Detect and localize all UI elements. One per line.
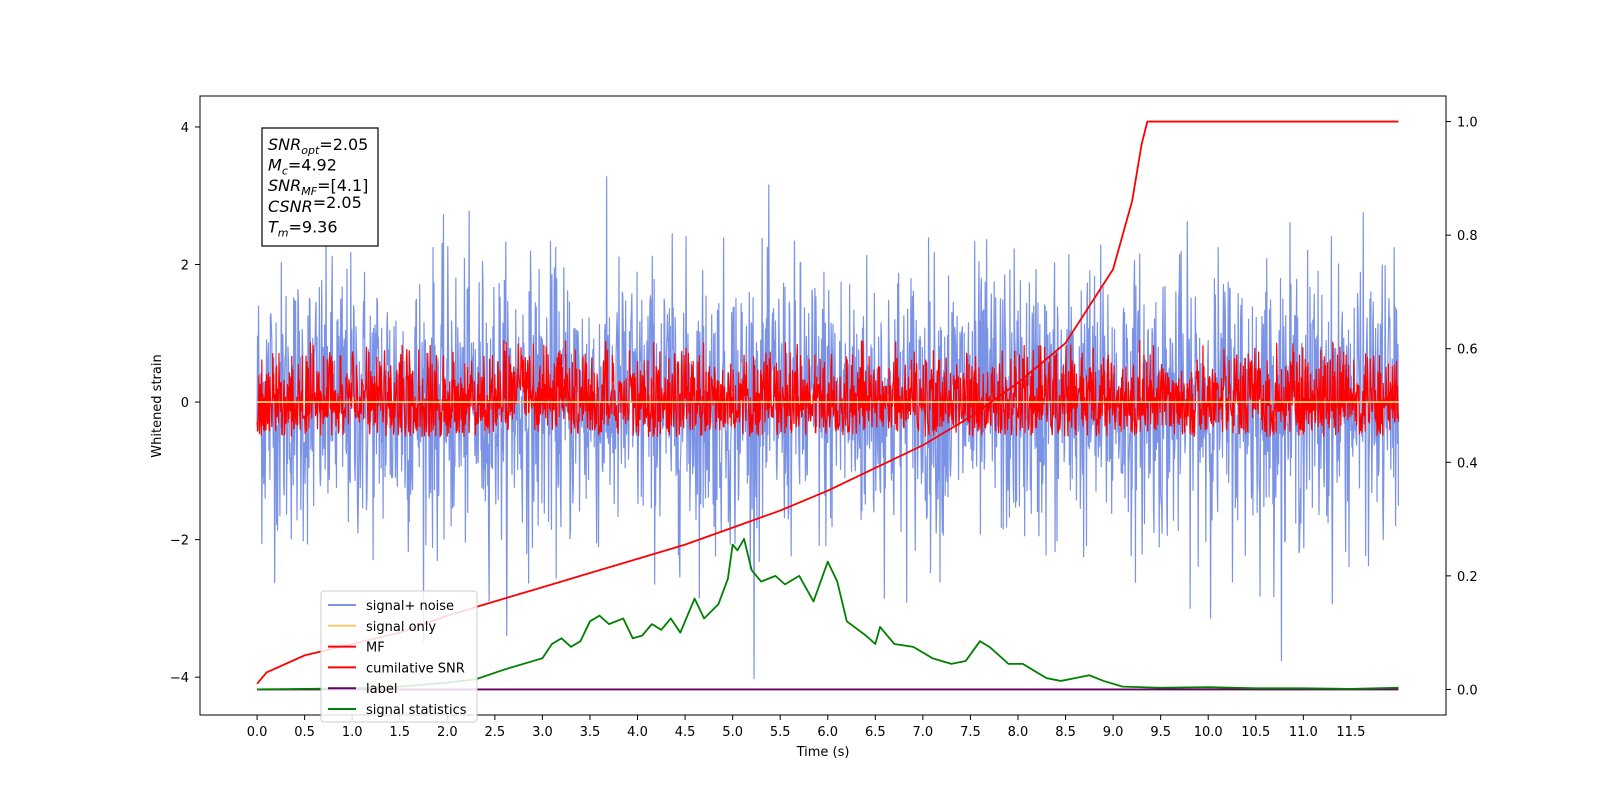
y2-tick-label: 0.0 bbox=[1457, 683, 1478, 698]
y-tick-label: 2 bbox=[181, 259, 189, 274]
annotation-symbol: SNR bbox=[268, 135, 301, 154]
x-tick-label: 0.5 bbox=[294, 725, 315, 740]
x-tick-label: 3.5 bbox=[580, 725, 601, 740]
legend-label: signal only bbox=[366, 620, 436, 635]
x-tick-label: 1.0 bbox=[342, 725, 363, 740]
series-line bbox=[257, 538, 1399, 691]
y-tick-label: −2 bbox=[170, 534, 189, 549]
series-line bbox=[256, 340, 1400, 438]
annotation-symbol: CSNR bbox=[268, 197, 313, 216]
plot-frame bbox=[199, 95, 1447, 716]
x-tick-label: 7.0 bbox=[913, 725, 934, 740]
x-tick-label: 10.0 bbox=[1194, 725, 1223, 740]
y-axis-left: 4 2 0 −2 −4 bbox=[170, 121, 200, 686]
x-tick-label: 8.5 bbox=[1055, 725, 1076, 740]
x-tick-label: 11.0 bbox=[1289, 725, 1318, 740]
y2-tick-label: 0.6 bbox=[1457, 343, 1478, 358]
x-tick-label: 6.0 bbox=[817, 725, 838, 740]
x-tick-label: 4.5 bbox=[675, 725, 696, 740]
legend-label: label bbox=[366, 682, 397, 697]
y-tick-label: −4 bbox=[170, 671, 189, 686]
y2-tick-label: 0.2 bbox=[1457, 570, 1478, 585]
annotation-value: =[4.1] bbox=[317, 176, 368, 195]
x-tick-label: 5.5 bbox=[770, 725, 791, 740]
x-axis-label: Time (s) bbox=[796, 745, 850, 760]
annotation-subscript: c bbox=[282, 165, 288, 178]
legend-label: signal+ noise bbox=[366, 599, 454, 614]
x-tick-label: 11.5 bbox=[1336, 725, 1365, 740]
x-tick-label: 3.0 bbox=[532, 725, 553, 740]
annotation-symbol: T bbox=[268, 217, 279, 236]
annotation-box: SNRopt=2.05Mc=4.92SNRMF=[4.1]CSNR=2.05Tm… bbox=[261, 127, 379, 247]
annotation-line: SNRMF=[4.1] bbox=[268, 176, 368, 198]
x-tick-label: 2.5 bbox=[485, 725, 506, 740]
annotation-subscript: opt bbox=[301, 144, 320, 157]
x-tick-label: 0.0 bbox=[247, 725, 268, 740]
x-tick-label: 4.0 bbox=[627, 725, 648, 740]
annotation-value: =2.05 bbox=[319, 135, 368, 154]
annotation-line: Tm=9.36 bbox=[268, 217, 338, 239]
x-tick-label: 9.5 bbox=[1150, 725, 1171, 740]
y2-tick-label: 1.0 bbox=[1457, 116, 1478, 131]
x-tick-label: 8.0 bbox=[1008, 725, 1029, 740]
x-tick-label: 6.5 bbox=[865, 725, 886, 740]
annotation-subscript: m bbox=[278, 226, 289, 239]
annotation-value: =4.92 bbox=[288, 156, 337, 175]
legend-label: MF bbox=[366, 641, 385, 656]
annotation-value: =9.36 bbox=[289, 217, 338, 236]
x-tick-label: 10.5 bbox=[1241, 725, 1270, 740]
annotation-symbol: M bbox=[268, 156, 282, 175]
x-tick-label: 2.0 bbox=[437, 725, 458, 740]
annotation-line: Mc=4.92 bbox=[268, 156, 337, 178]
annotation-symbol: SNR bbox=[268, 176, 301, 195]
y-axis-label: Whitened strain bbox=[150, 354, 165, 457]
y2-tick-label: 0.8 bbox=[1457, 229, 1478, 244]
x-tick-label: 5.0 bbox=[722, 725, 743, 740]
annotation-value: =2.05 bbox=[313, 193, 362, 212]
legend: signal+ noise signal only MF cumilative SNR… bbox=[320, 590, 478, 723]
y-tick-label: 4 bbox=[181, 121, 189, 136]
y-axis-right: 1.0 0.8 0.6 0.4 0.2 0.0 bbox=[1446, 116, 1478, 698]
x-tick-label: 7.5 bbox=[960, 725, 981, 740]
y2-tick-label: 0.4 bbox=[1457, 456, 1478, 471]
x-axis: 0.0 0.5 1.0 1.5 2.0 2.5 3.0 3.5 4.0 4.5 5.0 5.5 6.0 6… bbox=[247, 715, 1365, 740]
legend-label: cumilative SNR bbox=[366, 661, 465, 676]
annotation-subscript: MF bbox=[301, 185, 317, 198]
x-tick-label: 9.0 bbox=[1103, 725, 1124, 740]
legend-label: signal statistics bbox=[366, 703, 467, 718]
y-tick-label: 0 bbox=[181, 396, 189, 411]
x-tick-label: 1.5 bbox=[389, 725, 410, 740]
annotation-line: SNRopt=2.05 bbox=[268, 135, 368, 157]
annotation-line: CSNR=2.05 bbox=[268, 193, 362, 216]
